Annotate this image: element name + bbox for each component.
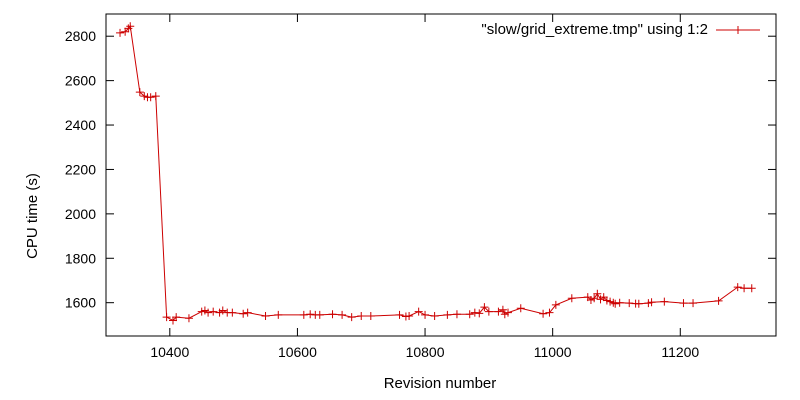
data-point (357, 312, 366, 321)
data-point (121, 27, 130, 36)
legend-marker (734, 26, 742, 34)
data-point (197, 307, 206, 316)
data-point (660, 297, 669, 306)
data-point (315, 310, 324, 319)
data-point (470, 308, 479, 317)
tick-labels: 10400 10600 10800 11000 11200 1600 1800 2000 220… (65, 28, 700, 360)
data-point (586, 296, 595, 305)
data-point (261, 312, 270, 321)
data-point (733, 283, 742, 292)
data-point (593, 289, 602, 298)
data-point (172, 313, 181, 322)
data-point (644, 299, 653, 308)
data-point (328, 310, 337, 319)
data-point (184, 314, 193, 323)
data-point (274, 310, 283, 319)
data-point (545, 308, 554, 317)
data-point (602, 296, 611, 305)
data-point (151, 92, 160, 101)
y-tick-label: 2800 (65, 28, 96, 44)
x-tick-label: 11000 (534, 344, 572, 360)
data-point (421, 310, 430, 319)
data-point (347, 313, 356, 322)
y-tick-label: 2600 (65, 73, 96, 89)
y-axis-title: CPU time (s) (24, 173, 41, 259)
data-point (338, 310, 347, 319)
data-point (606, 297, 615, 306)
y-tick-label: 2400 (65, 117, 96, 133)
data-point (647, 298, 656, 307)
data-point (116, 28, 125, 37)
legend-label: "slow/grid_extreme.tmp" using 1:2 (481, 21, 708, 38)
legend: "slow/grid_extreme.tmp" using 1:2 (481, 21, 760, 38)
data-point (465, 310, 474, 319)
data-point (126, 22, 135, 31)
axes (105, 13, 777, 337)
data-point (611, 299, 620, 308)
data-point (140, 92, 149, 101)
data-point (228, 308, 237, 317)
x-tick-label: 10400 (150, 344, 189, 360)
data-point (634, 299, 643, 308)
data-point (243, 308, 252, 317)
data-point (494, 307, 503, 316)
data-point (590, 294, 599, 303)
y-tick-label: 2000 (65, 206, 96, 222)
data-point (475, 309, 484, 318)
x-tick-label: 11200 (661, 344, 699, 360)
data-point (452, 310, 461, 319)
data-point (162, 313, 171, 322)
plot-frame (105, 13, 777, 337)
data-point (516, 304, 525, 313)
data-point (498, 305, 507, 314)
data-point (135, 88, 144, 97)
data-point (146, 93, 155, 102)
data-point (714, 296, 723, 305)
data-point (599, 293, 608, 302)
data-point (169, 316, 177, 325)
data-point (239, 309, 248, 318)
data-point (430, 312, 439, 321)
data-point (689, 299, 698, 308)
series-layer (116, 22, 756, 325)
data-point (414, 307, 423, 316)
data-point (500, 310, 509, 319)
x-axis-title: Revision number (384, 375, 497, 392)
series-line (119, 25, 752, 322)
data-point (551, 300, 560, 309)
x-tick-label: 10600 (278, 344, 317, 360)
data-point (405, 312, 414, 321)
data-point (679, 299, 688, 308)
data-point (218, 306, 227, 315)
data-point (484, 307, 493, 316)
data-point (209, 307, 218, 316)
data-point (615, 298, 624, 307)
data-point (504, 308, 512, 317)
data-point (539, 309, 548, 318)
data-point (443, 310, 452, 319)
data-point (306, 310, 315, 319)
data-point (567, 294, 576, 303)
data-point (366, 312, 375, 321)
data-point (480, 303, 489, 312)
y-tick-label: 1600 (65, 295, 96, 311)
y-tick-label: 1800 (65, 250, 96, 266)
data-point (204, 308, 213, 317)
data-point (395, 310, 404, 319)
data-point (740, 284, 749, 293)
x-tick-label: 10800 (406, 344, 445, 360)
data-point (747, 284, 756, 293)
data-point (299, 310, 308, 319)
y-tick-label: 2200 (65, 161, 96, 177)
tick-marks (106, 14, 776, 336)
